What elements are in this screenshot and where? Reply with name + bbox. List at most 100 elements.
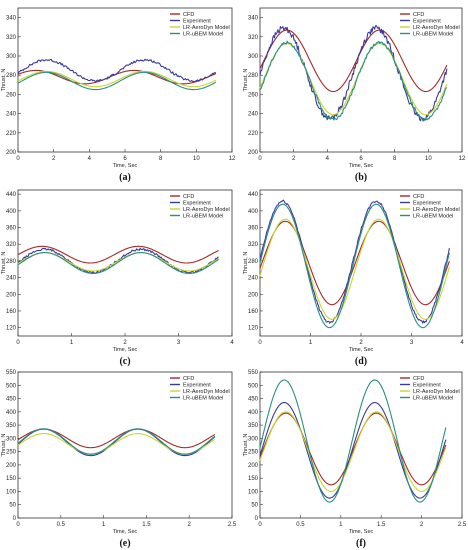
panel-label: (a) [119,172,131,183]
x-tick-label: 3 [410,340,414,346]
series-line-lr-ubem-model [17,71,217,91]
y-tick-label: 360 [6,226,17,232]
x-tick-label: 1.5 [377,522,386,528]
series-line-lr-ubem-model [17,428,216,455]
x-tick-label: 0 [16,522,20,528]
x-axis-label: Time, Sec [113,347,138,353]
legend-entry: LR-uBEM Model [183,214,223,220]
y-tick-label: 160 [248,309,259,315]
x-tick-label: 0.5 [296,522,305,528]
y-tick-label: 200 [248,292,259,298]
y-tick-label: 240 [248,276,259,282]
series-line-cfd [259,412,447,486]
x-tick-label: 4 [88,156,92,162]
series-line-lr-aerodyn-model [259,42,448,116]
chart-panel-6: 0 0.5 1 1.5 2 2.5 0 50 100 150 200 250 300 350 400 450 5… [243,370,467,549]
legend-entry: CFD [413,376,424,382]
x-tick-label: 2.5 [228,522,237,528]
x-tick-label: 1 [70,340,74,346]
x-tick-label: 1 [309,340,313,346]
panel-label: (b) [355,172,367,183]
legend-entry: LR-AeroDyn Model [413,207,460,213]
y-tick-label: 550 [248,370,259,376]
series-line-cfd [259,220,450,306]
x-tick-label: 0.5 [57,522,66,528]
chart-panel-3: 0 1 2 3 4 120 160 200 240 280 320 360 400 440 Time, Se… [1,189,234,367]
legend-entry: CFD [183,12,194,18]
y-tick-label: 50 [251,503,258,509]
legend-entry: Experiment [183,383,211,389]
y-tick-label: 100 [248,489,259,495]
x-tick-label: 12 [459,156,466,162]
y-tick-label: 120 [6,326,17,332]
x-tick-label: 12 [229,156,236,162]
y-tick-label: 220 [6,131,17,137]
y-tick-label: 160 [6,309,17,315]
y-tick-label: 240 [6,276,17,282]
x-tick-label: 2 [420,522,424,528]
y-tick-label: 0 [255,516,259,522]
y-tick-label: 400 [6,410,17,416]
legend-entry: CFD [183,376,194,382]
legend-entry: LR-uBEM Model [183,32,223,38]
x-tick-label: 8 [159,156,163,162]
y-tick-label: 200 [6,150,17,156]
legend-entry: LR-uBEM Model [183,396,223,402]
y-tick-label: 500 [248,383,259,389]
series-line-cfd [17,428,216,449]
y-tick-label: 320 [248,242,259,248]
x-tick-label: 0 [16,340,20,346]
y-tick-label: 200 [248,463,259,469]
panel-label: (d) [355,356,367,367]
series-line-lr-aerodyn-model [259,411,447,493]
y-tick-label: 500 [6,383,17,389]
y-tick-label: 400 [6,209,17,215]
y-tick-label: 300 [248,436,259,442]
plot-frame [259,371,463,519]
y-tick-label: 280 [248,259,259,265]
y-tick-label: 400 [248,209,259,215]
chart-panel-4: 0 1 2 3 4 120 160 200 240 280 320 360 400 440 Time, Se… [243,189,464,367]
legend-entry: LR-AeroDyn Model [183,207,230,213]
legend-entry: LR-uBEM Model [413,32,453,38]
series-line-lr-ubem-model [259,40,448,121]
x-axis-label: Time, Sec [113,529,138,535]
y-axis-label: Thrust, N [1,434,7,457]
legend-entry: LR-AeroDyn Model [183,389,230,395]
y-axis-label: Thrust, N [243,434,249,457]
y-tick-label: 550 [6,370,17,376]
series-line-lr-ubem-model [17,252,219,274]
y-tick-label: 200 [6,292,17,298]
y-axis-label: Thrust, N [243,69,249,92]
series-line-experiment [17,58,217,83]
x-tick-label: 2.5 [458,522,467,528]
y-tick-label: 400 [248,410,259,416]
series-line-experiment [259,199,450,324]
y-tick-label: 200 [6,463,17,469]
y-tick-label: 50 [9,503,16,509]
x-tick-label: 2 [359,340,363,346]
x-axis-label: Time, Sec [113,163,138,169]
x-tick-label: 2 [292,156,296,162]
chart-panel-5: 0 0.5 1 1.5 2 2.5 0 50 100 150 200 250 300 350 400 450 5… [1,370,237,549]
x-axis-label: Time, Sec [349,347,374,353]
y-axis-label: Thrust, N [1,252,7,275]
y-tick-label: 220 [248,131,259,137]
x-tick-label: 2 [123,340,127,346]
y-tick-label: 260 [248,92,259,98]
x-tick-label: 3 [177,340,181,346]
series-line-lr-ubem-model [259,203,450,329]
legend-entry: Experiment [413,201,441,207]
y-tick-label: 450 [6,397,17,403]
x-tick-label: 1 [339,522,343,528]
y-tick-label: 340 [6,16,17,22]
legend-entry: LR-AeroDyn Model [413,389,460,395]
y-tick-label: 440 [248,192,259,198]
x-tick-label: 4 [326,156,330,162]
series-line-experiment [259,25,448,122]
y-tick-label: 300 [6,54,17,60]
series-line-cfd [259,29,448,93]
legend-entry: LR-uBEM Model [413,396,453,402]
x-tick-label: 0 [16,156,20,162]
